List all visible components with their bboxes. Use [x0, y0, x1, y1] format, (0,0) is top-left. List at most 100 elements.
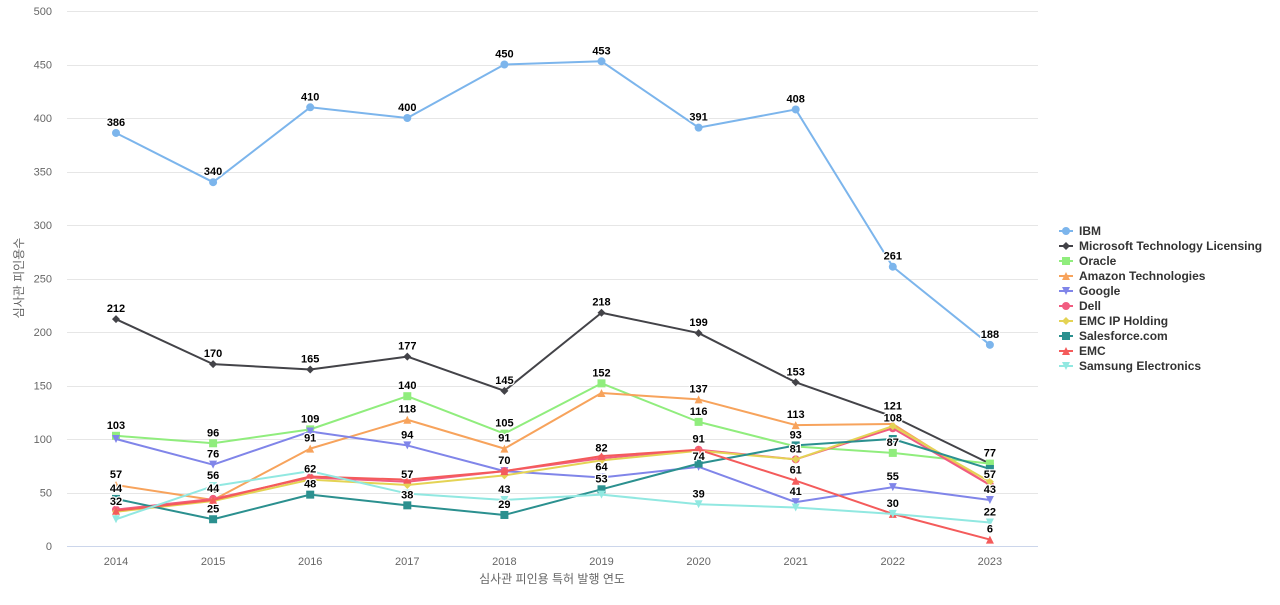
data-label: 108 — [884, 412, 902, 424]
data-label: 386 — [107, 117, 125, 129]
legend-marker — [1062, 242, 1070, 250]
x-tick-label: 2014 — [104, 556, 128, 568]
legend-item[interactable]: Google — [1059, 284, 1121, 298]
y-tick-label: 100 — [34, 434, 52, 446]
legend-label: Google — [1079, 284, 1121, 298]
data-label: 93 — [790, 429, 802, 441]
x-tick-label: 2015 — [201, 556, 225, 568]
legend-item[interactable]: Microsoft Technology Licensing — [1059, 239, 1262, 253]
data-point — [209, 515, 218, 524]
data-label: 43 — [498, 484, 510, 496]
data-label: 39 — [692, 488, 704, 500]
data-point — [500, 444, 509, 453]
legend-label: Dell — [1079, 299, 1101, 313]
data-point — [791, 455, 800, 464]
legend-marker — [1062, 272, 1070, 280]
data-point — [112, 481, 120, 490]
data-point — [791, 378, 800, 387]
data-point — [306, 472, 315, 481]
data-label: 140 — [398, 380, 416, 392]
data-point — [985, 477, 994, 486]
data-label: 103 — [107, 420, 125, 432]
data-label: 6 — [987, 524, 993, 536]
data-label: 91 — [304, 433, 316, 445]
data-point — [403, 392, 412, 401]
legend-item[interactable]: EMC IP Holding — [1059, 314, 1168, 328]
series-0 — [112, 57, 994, 349]
data-point — [403, 475, 412, 484]
series-line — [115, 448, 991, 541]
data-point — [791, 441, 800, 450]
y-tick-label: 500 — [34, 6, 52, 18]
data-label: 82 — [595, 442, 607, 454]
data-point — [209, 460, 218, 469]
data-point — [403, 501, 412, 510]
data-label: 391 — [689, 112, 707, 124]
data-point — [500, 60, 509, 69]
legend-item[interactable]: Salesforce.com — [1059, 329, 1168, 343]
data-label: 218 — [592, 297, 610, 309]
data-point — [985, 464, 994, 473]
data-point — [888, 483, 897, 492]
data-point — [403, 114, 412, 122]
data-label: 48 — [304, 479, 316, 491]
data-label: 70 — [498, 455, 510, 467]
data-point — [597, 379, 606, 388]
data-point — [403, 415, 412, 424]
axis-layer: 심사관 피인용수 심사관 피인용 특허 발행 연도 0 50 100 150 200 25… — [12, 6, 1002, 586]
legend-item[interactable]: EMC — [1059, 344, 1106, 358]
data-point — [306, 490, 315, 499]
data-label: 105 — [495, 418, 513, 430]
data-label: 170 — [204, 348, 222, 360]
data-point — [888, 448, 897, 457]
data-label: 32 — [110, 496, 122, 508]
y-axis-title: 심사관 피인용수 — [12, 238, 26, 319]
data-point — [500, 510, 509, 519]
legend-item[interactable]: Dell — [1059, 299, 1101, 313]
x-tick-label: 2019 — [589, 556, 613, 568]
data-label: 109 — [301, 413, 319, 425]
data-label: 29 — [498, 499, 510, 511]
legend-marker — [1062, 257, 1070, 265]
legend-item[interactable]: IBM — [1059, 224, 1101, 238]
data-label: 62 — [304, 464, 316, 476]
data-point — [306, 444, 315, 453]
legend-label: EMC — [1079, 344, 1106, 358]
legend-label: IBM — [1079, 224, 1101, 238]
series-8 — [112, 445, 994, 544]
data-point — [597, 473, 606, 482]
data-label: 261 — [884, 251, 902, 263]
legend-item[interactable]: Samsung Electronics — [1059, 359, 1201, 373]
series-layer — [112, 57, 994, 544]
data-label: 177 — [398, 341, 416, 353]
data-point — [209, 360, 218, 369]
series-line — [115, 391, 991, 501]
data-label: 53 — [595, 473, 607, 485]
legend-item[interactable]: Oracle — [1059, 254, 1117, 268]
data-label: 137 — [689, 383, 707, 395]
data-label: 113 — [787, 409, 805, 421]
data-label: 57 — [984, 469, 996, 481]
data-label: 91 — [498, 433, 510, 445]
y-tick-label: 250 — [34, 274, 52, 286]
legend-marker — [1062, 317, 1070, 325]
data-label: 400 — [398, 102, 416, 114]
legend-label: Samsung Electronics — [1079, 359, 1201, 373]
data-point — [500, 495, 509, 504]
data-point — [209, 495, 218, 504]
data-point — [694, 329, 703, 338]
x-tick-label: 2018 — [492, 556, 516, 568]
data-label: 153 — [787, 366, 805, 378]
data-label: 25 — [207, 503, 219, 515]
series-line — [115, 430, 991, 504]
data-label: 44 — [207, 483, 220, 495]
data-point — [888, 435, 897, 443]
data-point — [791, 476, 800, 485]
data-point — [985, 518, 994, 527]
data-label: 76 — [207, 449, 219, 461]
data-label: 212 — [107, 303, 125, 315]
legend-item[interactable]: Amazon Technologies — [1059, 269, 1206, 283]
